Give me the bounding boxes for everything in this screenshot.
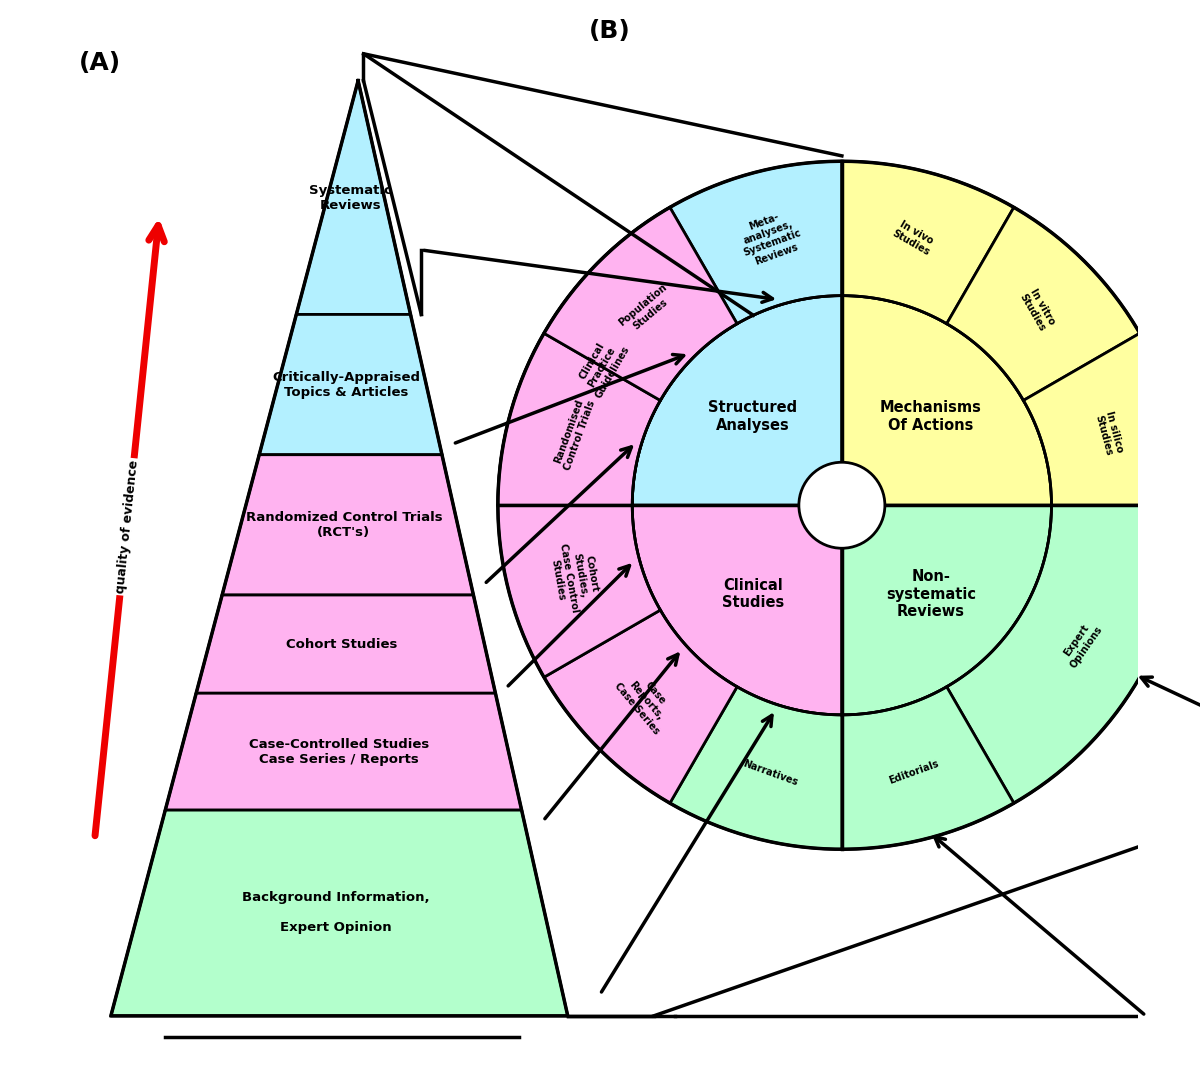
Text: Structured
Analyses: Structured Analyses [708,400,798,432]
Polygon shape [632,296,842,505]
Polygon shape [1024,333,1186,505]
Polygon shape [498,333,660,505]
Text: Expert
Opinions: Expert Opinions [1058,617,1104,670]
Text: Mechanisms
Of Actions: Mechanisms Of Actions [880,400,982,432]
Text: Critically-Appraised
Topics & Articles: Critically-Appraised Topics & Articles [272,371,421,399]
Polygon shape [544,207,737,400]
Polygon shape [947,505,1186,803]
Text: In silico
Studies: In silico Studies [1093,411,1126,457]
Text: Systematic
Reviews: Systematic Reviews [308,184,392,212]
Text: Narratives: Narratives [742,758,799,787]
Text: In vitro
Studies: In vitro Studies [1018,286,1057,333]
Polygon shape [259,314,442,455]
Text: quality of evidence: quality of evidence [114,459,140,594]
Polygon shape [222,455,474,596]
Text: Clinical
Practice
Guidelines: Clinical Practice Guidelines [574,333,631,401]
Polygon shape [842,505,1051,715]
Polygon shape [947,207,1140,400]
Polygon shape [842,161,1014,324]
Polygon shape [498,505,660,677]
Polygon shape [110,811,568,1016]
Polygon shape [632,505,842,715]
Text: Case-Controlled Studies
Case Series / Reports: Case-Controlled Studies Case Series / Re… [250,737,430,765]
Polygon shape [842,687,1014,849]
Text: Randomized Control Trials
(RCT's): Randomized Control Trials (RCT's) [246,511,442,539]
Text: Population
Studies: Population Studies [617,282,676,336]
Polygon shape [670,687,842,849]
Text: Case
Reports,
Case Series: Case Reports, Case Series [613,665,679,736]
Text: Background Information,

Expert Opinion: Background Information, Expert Opinion [242,891,430,934]
Text: (B): (B) [589,18,631,43]
Text: Meta-
analyses,
Systematic
Reviews: Meta- analyses, Systematic Reviews [734,206,806,270]
Polygon shape [842,296,1051,505]
Polygon shape [670,161,842,324]
Text: Non-
systematic
Reviews: Non- systematic Reviews [886,570,976,619]
Text: Randomised
Control Trials: Randomised Control Trials [552,396,598,472]
Polygon shape [544,610,737,803]
Text: Cohort Studies: Cohort Studies [286,637,397,650]
Text: Cohort
Studies,
Case Control
Studies: Cohort Studies, Case Control Studies [546,539,602,615]
Polygon shape [498,207,737,505]
Text: In vivo
Studies: In vivo Studies [890,218,937,258]
Text: Clinical
Studies: Clinical Studies [722,578,784,611]
Polygon shape [296,81,410,314]
Text: (A): (A) [79,51,121,75]
Circle shape [799,462,884,548]
Text: Editorials: Editorials [887,759,940,786]
Polygon shape [166,693,522,811]
Polygon shape [196,596,496,693]
